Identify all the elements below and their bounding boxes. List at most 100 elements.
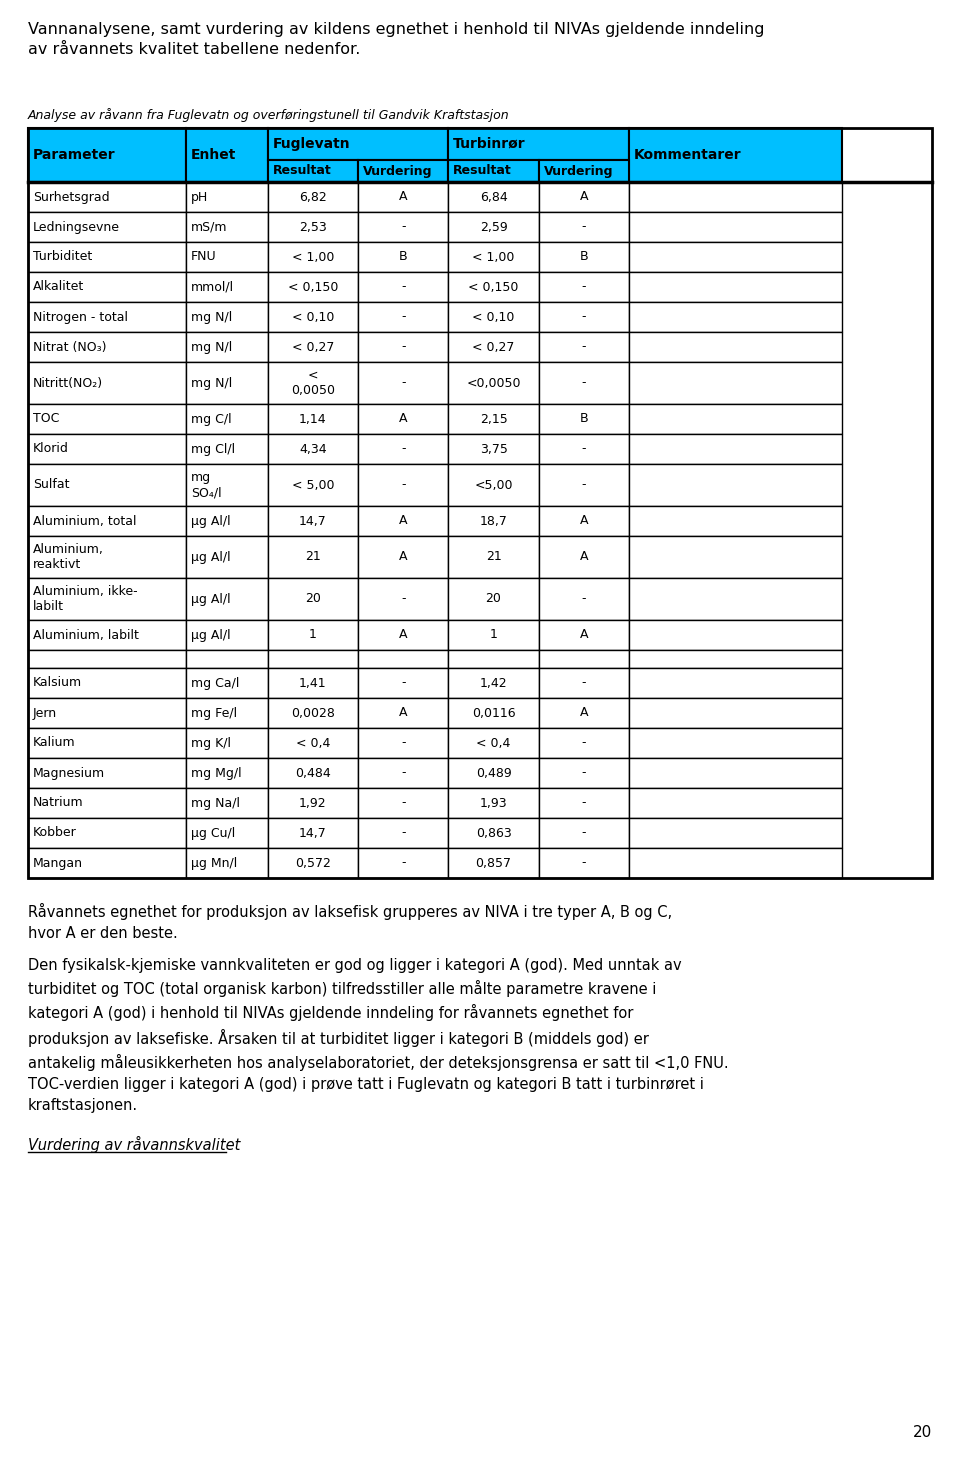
Text: 4,34: 4,34: [299, 442, 326, 456]
Bar: [268, 788, 358, 818]
Bar: [539, 848, 629, 877]
Bar: [539, 464, 629, 507]
Text: -: -: [582, 340, 587, 353]
Bar: [186, 578, 268, 620]
Bar: [358, 758, 448, 788]
Bar: [629, 362, 842, 404]
Text: A: A: [399, 514, 407, 527]
Text: Nitrogen - total: Nitrogen - total: [33, 311, 128, 324]
Bar: [448, 698, 539, 729]
Text: A: A: [580, 707, 588, 720]
Bar: [448, 464, 539, 507]
Bar: [268, 507, 358, 536]
Bar: [539, 729, 629, 758]
Text: Resultat: Resultat: [453, 165, 512, 178]
Text: mg Mg/l: mg Mg/l: [191, 766, 242, 780]
Bar: [186, 507, 268, 536]
Text: 14,7: 14,7: [299, 514, 326, 527]
Text: Aluminium, labilt: Aluminium, labilt: [33, 628, 139, 641]
Bar: [186, 331, 268, 362]
Text: Natrium: Natrium: [33, 797, 84, 809]
Text: -: -: [401, 220, 405, 234]
Text: A: A: [399, 413, 407, 425]
Text: 1,14: 1,14: [299, 413, 326, 425]
Text: 1,93: 1,93: [480, 797, 508, 809]
Text: 21: 21: [305, 550, 321, 564]
Text: mg N/l: mg N/l: [191, 340, 232, 353]
Text: Nitrat (NO₃): Nitrat (NO₃): [33, 340, 107, 353]
Bar: [358, 536, 448, 578]
Bar: [268, 758, 358, 788]
Text: mg N/l: mg N/l: [191, 311, 232, 324]
Text: A: A: [399, 707, 407, 720]
Bar: [539, 758, 629, 788]
Bar: [358, 818, 448, 848]
Bar: [358, 848, 448, 877]
Text: 6,84: 6,84: [480, 190, 508, 203]
Bar: [448, 161, 539, 182]
Bar: [539, 650, 629, 669]
Text: -: -: [401, 311, 405, 324]
Text: 0,489: 0,489: [476, 766, 512, 780]
Bar: [268, 698, 358, 729]
Bar: [539, 161, 629, 182]
Bar: [629, 242, 842, 272]
Text: -: -: [401, 826, 405, 839]
Bar: [268, 620, 358, 650]
Text: A: A: [399, 190, 407, 203]
Text: -: -: [401, 479, 405, 492]
Bar: [358, 650, 448, 669]
Text: -: -: [582, 311, 587, 324]
Text: < 0,27: < 0,27: [292, 340, 334, 353]
Text: 0,857: 0,857: [475, 857, 512, 870]
Text: -: -: [582, 826, 587, 839]
Text: < 0,4: < 0,4: [476, 736, 511, 749]
Bar: [268, 818, 358, 848]
Bar: [629, 182, 842, 212]
Bar: [448, 404, 539, 434]
Bar: [28, 536, 186, 578]
Bar: [448, 669, 539, 698]
Text: Magnesium: Magnesium: [33, 766, 106, 780]
Text: Enhet: Enhet: [191, 147, 236, 162]
Text: -: -: [401, 766, 405, 780]
Bar: [28, 404, 186, 434]
Bar: [268, 434, 358, 464]
Bar: [28, 788, 186, 818]
Text: mmol/l: mmol/l: [191, 280, 234, 293]
Bar: [28, 128, 186, 182]
Text: mg Cl/l: mg Cl/l: [191, 442, 235, 456]
Text: Klorid: Klorid: [33, 442, 69, 456]
Text: A: A: [399, 550, 407, 564]
Text: -: -: [582, 797, 587, 809]
Bar: [28, 578, 186, 620]
Bar: [28, 128, 932, 877]
Text: Vurdering av råvannskvalitet: Vurdering av råvannskvalitet: [28, 1136, 240, 1153]
Text: A: A: [580, 514, 588, 527]
Text: TOC: TOC: [33, 413, 60, 425]
Bar: [629, 434, 842, 464]
Text: < 0,27: < 0,27: [472, 340, 515, 353]
Bar: [268, 404, 358, 434]
Text: Surhetsgrad: Surhetsgrad: [33, 190, 109, 203]
Text: -: -: [401, 442, 405, 456]
Text: <5,00: <5,00: [474, 479, 513, 492]
Text: <0,0050: <0,0050: [467, 377, 521, 390]
Text: -: -: [401, 593, 405, 606]
Bar: [629, 507, 842, 536]
Bar: [448, 758, 539, 788]
Bar: [268, 669, 358, 698]
Bar: [539, 818, 629, 848]
Text: -: -: [582, 857, 587, 870]
Text: 0,484: 0,484: [295, 766, 330, 780]
Bar: [448, 848, 539, 877]
Bar: [448, 302, 539, 331]
Text: 1,41: 1,41: [299, 676, 326, 689]
Bar: [268, 161, 358, 182]
Text: B: B: [580, 251, 588, 263]
Bar: [186, 698, 268, 729]
Text: -: -: [582, 766, 587, 780]
Bar: [358, 302, 448, 331]
Bar: [448, 362, 539, 404]
Text: -: -: [401, 736, 405, 749]
